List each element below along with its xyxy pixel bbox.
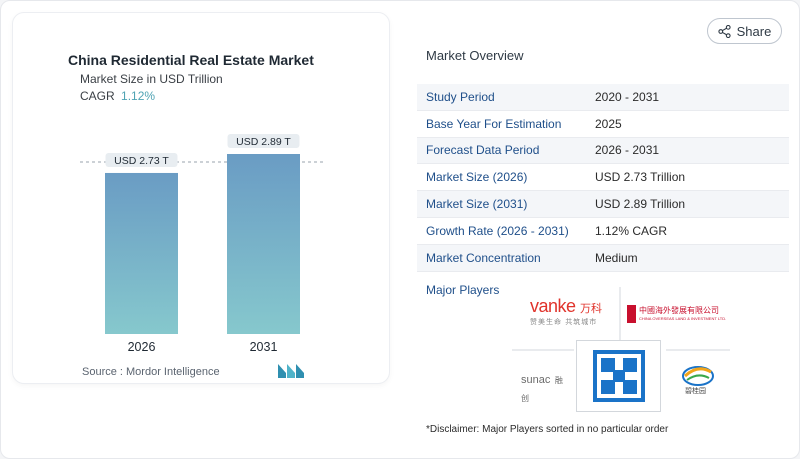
row-key: Base Year For Estimation [426, 116, 562, 131]
data-label-bg [227, 134, 300, 148]
row-key: Market Size (2031) [426, 197, 528, 212]
disclaimer: *Disclaimer: Major Players sorted in no … [426, 424, 669, 435]
x-tick-label: 2026 [128, 340, 156, 354]
row-value: 2026 - 2031 [595, 143, 660, 158]
row-key: Forecast Data Period [426, 143, 540, 158]
vanke-logo: vanke 万科 赞美生命 共筑城市 [530, 296, 612, 330]
row-value: 2025 [595, 116, 622, 131]
cscec-logo-icon [593, 350, 645, 402]
coli-cn: 中國海外發展有限公司 [639, 306, 719, 315]
sunac-cn: 融创 [521, 376, 563, 403]
coli-logo: 中國海外發展有限公司 CHINA OVERSEAS LAND & INVESTM… [627, 305, 727, 329]
coli-emblem-icon [627, 305, 636, 323]
cscec-logo-box [576, 340, 661, 412]
mordor-logo-icon [278, 364, 304, 378]
share-label: Share [736, 23, 772, 39]
table-row: Forecast Data Period 2026 - 2031 [417, 137, 789, 165]
source-text: Source : Mordor Intelligence [82, 366, 220, 378]
table-row: Study Period 2020 - 2031 [417, 84, 789, 111]
row-value: USD 2.89 Trillion [595, 197, 686, 212]
share-icon [718, 24, 731, 38]
cagr-value: 1.12% [121, 89, 156, 103]
country-garden-logo: 碧桂园 [677, 362, 721, 402]
row-key: Market Concentration [426, 250, 541, 265]
row-value: Medium [595, 250, 638, 265]
data-label-bg [105, 152, 178, 167]
overview-table: Study Period 2020 - 2031 Base Year For Es… [417, 84, 789, 272]
bar-2026 [105, 172, 178, 334]
table-row: Base Year For Estimation 2025 [417, 111, 789, 138]
vanke-wordmark: vanke [530, 296, 576, 316]
chart-card [12, 12, 390, 384]
share-button[interactable]: Share [707, 18, 782, 44]
major-players-label: Major Players [426, 283, 500, 297]
overview-title: Market Overview [426, 48, 524, 63]
bar-chart: USD 2.73 T 2026 USD 2.89 T 2031 [80, 134, 326, 354]
row-value: 1.12% CAGR [595, 223, 668, 238]
table-row: Market Size (2031) USD 2.89 Trillion [417, 191, 789, 218]
country-garden-cn: 碧桂园 [685, 387, 706, 395]
bar-2031 [227, 154, 300, 334]
chart-title: China Residential Real Estate Market [68, 52, 314, 68]
vanke-slogan: 赞美生命 共筑城市 [530, 318, 598, 326]
table-row: Market Size (2026) USD 2.73 Trillion [417, 164, 789, 192]
data-label: USD 2.89 T [236, 136, 291, 148]
cagr-row: CAGR 1.12% [80, 89, 155, 103]
country-garden-emblem-icon [682, 366, 714, 386]
data-label: USD 2.73 T [114, 155, 169, 167]
row-key: Market Size (2026) [426, 170, 528, 185]
chart-subtitle: Market Size in USD Trillion [80, 72, 223, 86]
vanke-cn: 万科 [580, 302, 602, 315]
x-tick-label: 2031 [250, 340, 278, 354]
row-value: 2020 - 2031 [595, 89, 660, 104]
sunac-logo: sunac 融创 [521, 370, 569, 403]
row-value: USD 2.73 Trillion [595, 170, 686, 185]
row-key: Study Period [426, 89, 495, 104]
coli-en: CHINA OVERSEAS LAND & INVESTMENT LTD. [639, 316, 727, 321]
row-key: Growth Rate (2026 - 2031) [426, 223, 569, 238]
table-row: Growth Rate (2026 - 2031) 1.12% CAGR [417, 218, 789, 245]
sunac-wordmark: sunac [521, 374, 551, 386]
table-row: Market Concentration Medium [417, 244, 789, 272]
cagr-label: CAGR [80, 89, 115, 103]
